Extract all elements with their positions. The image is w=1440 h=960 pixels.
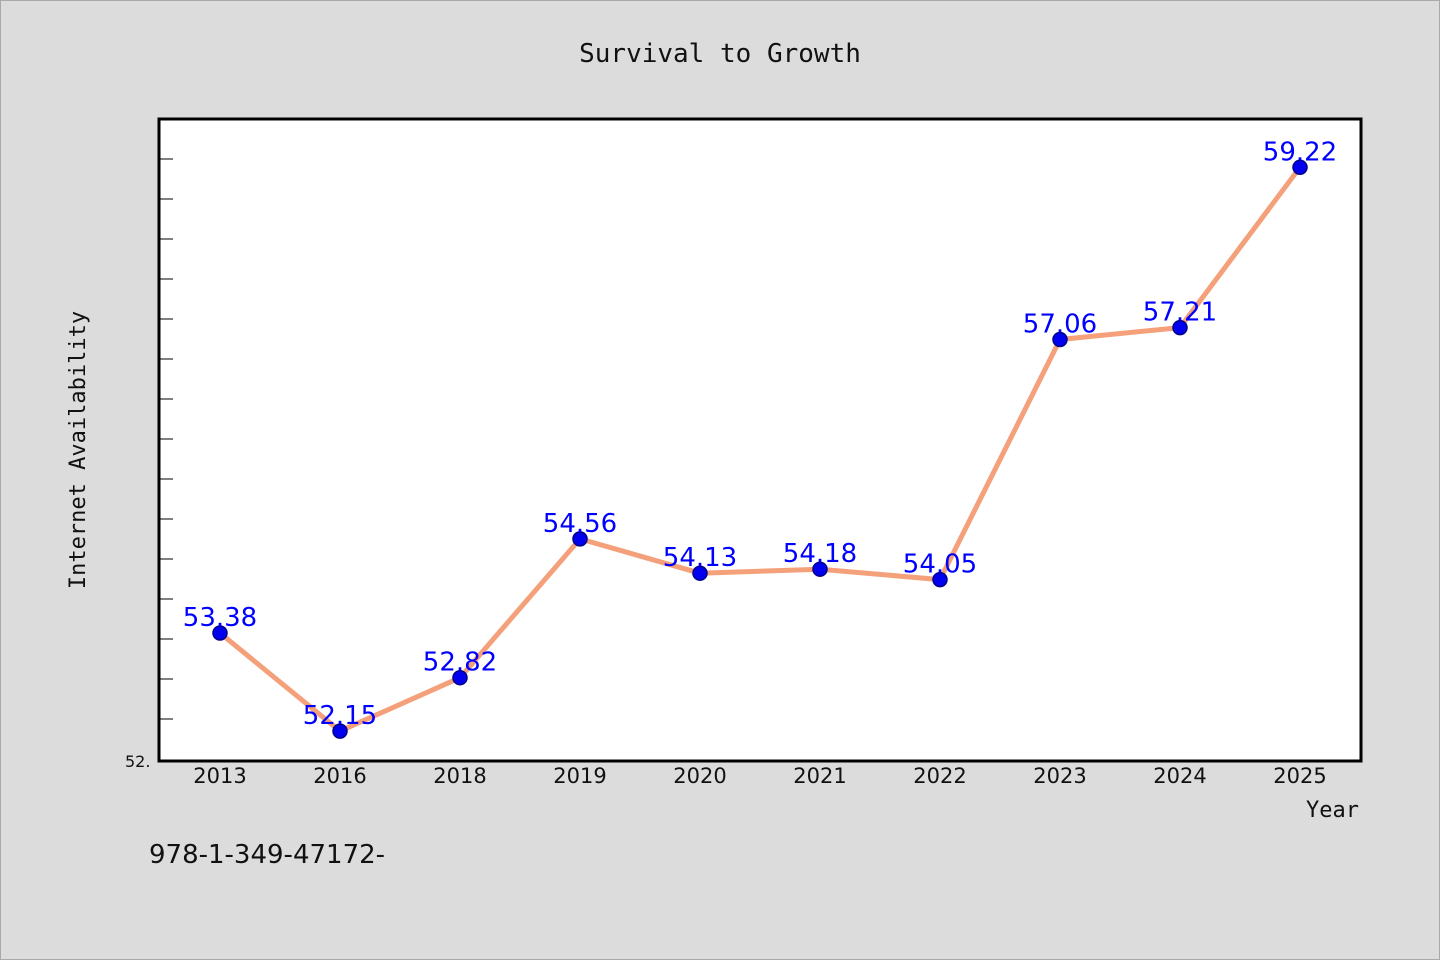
data-point: [1172, 319, 1188, 336]
data-point: [332, 723, 348, 739]
data-label: 57.21: [1143, 298, 1217, 328]
x-tick-label: 2016: [313, 764, 366, 788]
x-tick-label: 2013: [193, 764, 246, 788]
x-tick-label: 2021: [793, 764, 846, 788]
x-tick-label: 2023: [1033, 764, 1086, 788]
data-point: [932, 571, 948, 588]
data-label: 54.56: [543, 509, 617, 539]
data-label: 53.38: [183, 603, 257, 633]
y-tick-label: 52.: [125, 752, 150, 771]
data-point: [452, 669, 468, 686]
y-axis-ticks: [159, 158, 173, 720]
data-label: 57.06: [1023, 310, 1097, 340]
footer-text: 978-1-349-47172-: [149, 840, 385, 870]
y-axis-label: Internet Availability: [66, 311, 91, 589]
data-point: [1052, 331, 1068, 348]
data-label: 59.22: [1263, 137, 1337, 167]
data-label: 54.05: [903, 550, 977, 580]
chart-title: Survival to Growth: [579, 39, 861, 69]
x-tick-label: 2019: [553, 764, 606, 788]
x-tick-label: 2025: [1273, 764, 1326, 788]
data-point: [212, 625, 228, 641]
data-point: [1292, 159, 1308, 176]
x-tick-label: 2024: [1153, 764, 1206, 788]
x-tick-label: 2020: [673, 764, 726, 788]
data-label: 52.15: [303, 701, 377, 731]
x-axis-tick-labels: 2013 2016 2018 2019 2020 2021 2022 2023 2024 2025: [193, 764, 1326, 788]
data-point: [572, 531, 588, 547]
data-point: [692, 565, 708, 581]
series-line: [217, 164, 1303, 734]
plot-area: [157, 117, 1363, 763]
data-label: 54.13: [663, 543, 737, 573]
x-tick-label: 2018: [433, 764, 486, 788]
x-axis-label: Year: [1306, 798, 1359, 823]
data-labels: 53.38 52.15 52.82 54.56 54.13 54.18 54.05 57.06…: [183, 137, 1337, 731]
series-markers: [212, 159, 1308, 739]
data-label: 52.82: [423, 648, 497, 678]
x-tick-label: 2022: [913, 764, 966, 788]
data-label: 54.18: [783, 539, 857, 569]
data-point: [812, 561, 828, 577]
